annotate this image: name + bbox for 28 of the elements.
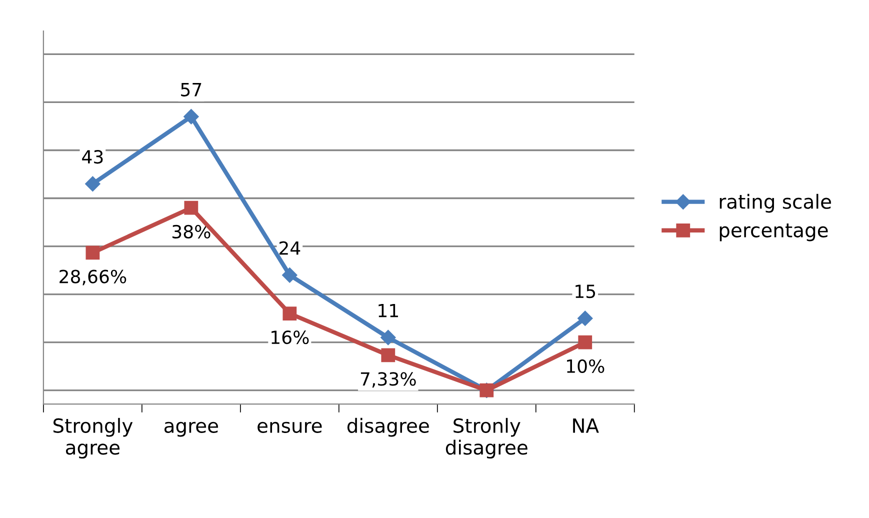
point	[578, 335, 592, 350]
x-tick-label: Strongly agree	[53, 418, 133, 459]
point	[380, 330, 396, 346]
data-label: 43	[82, 150, 103, 164]
data-label: 28,66%	[60, 270, 126, 286]
point	[184, 109, 199, 124]
x-tick-label: ensure	[258, 422, 322, 433]
data-label: 16%	[272, 330, 309, 344]
point	[381, 348, 396, 362]
point	[282, 268, 298, 283]
point	[86, 246, 100, 260]
data-label: 24	[280, 241, 300, 255]
point	[578, 310, 593, 326]
data-label: 11	[378, 304, 398, 318]
x-tick-label: agree	[164, 422, 218, 437]
x-tick-label: disagree	[347, 418, 429, 437]
legend-label: rating scale	[720, 194, 831, 213]
data-label: 38%	[172, 224, 210, 239]
legend-label: percentage	[720, 224, 828, 242]
data-label: 7,33%	[360, 372, 416, 388]
x-tick-label: NA	[573, 418, 599, 433]
data-label: 15	[576, 284, 596, 298]
data-label: 10%	[567, 359, 604, 373]
data-label: 57	[181, 83, 202, 96]
point	[184, 200, 198, 215]
point	[85, 176, 100, 192]
point	[282, 306, 297, 320]
x-tick-label: Stronly disagree	[446, 418, 528, 459]
